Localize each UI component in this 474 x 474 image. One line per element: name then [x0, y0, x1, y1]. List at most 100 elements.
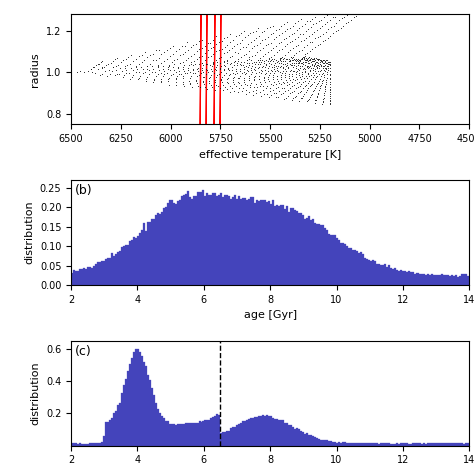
Bar [212, 193, 214, 285]
Bar [83, 444, 85, 446]
Bar [230, 428, 232, 446]
Bar [159, 413, 161, 446]
Bar [153, 395, 155, 446]
Bar [99, 443, 101, 446]
Bar [421, 274, 423, 285]
Bar [109, 258, 111, 285]
Bar [348, 248, 350, 285]
Bar [189, 197, 191, 285]
Bar [342, 442, 344, 446]
Bar [256, 417, 258, 446]
Bar [456, 275, 457, 285]
Bar [461, 274, 463, 285]
Bar [270, 416, 272, 446]
Bar [153, 219, 155, 285]
Bar [141, 356, 143, 446]
Bar [87, 267, 89, 285]
Bar [280, 205, 282, 285]
Bar [115, 411, 117, 446]
Bar [274, 206, 276, 285]
Bar [304, 434, 306, 446]
Bar [298, 429, 300, 446]
Bar [421, 444, 423, 446]
Bar [219, 195, 220, 285]
Bar [360, 443, 362, 446]
Bar [354, 443, 356, 446]
Bar [294, 210, 296, 285]
Bar [194, 197, 197, 285]
Bar [230, 199, 232, 285]
Bar [330, 441, 332, 446]
Bar [250, 197, 252, 285]
Bar [111, 418, 113, 446]
Bar [380, 444, 382, 446]
Bar [159, 214, 161, 285]
Bar [184, 423, 187, 446]
Bar [127, 245, 129, 285]
Bar [262, 200, 264, 285]
Bar [334, 442, 336, 446]
Bar [400, 270, 401, 285]
Bar [346, 246, 348, 285]
Bar [393, 444, 396, 446]
Bar [419, 443, 421, 446]
Bar [388, 265, 390, 285]
Bar [423, 444, 426, 446]
Bar [99, 262, 101, 285]
Bar [89, 443, 91, 446]
Bar [240, 423, 242, 446]
Bar [350, 443, 352, 446]
Bar [392, 444, 393, 446]
Bar [312, 436, 314, 446]
Bar [145, 366, 147, 446]
Bar [129, 365, 131, 446]
Bar [284, 422, 286, 446]
Bar [418, 444, 419, 446]
Bar [413, 273, 416, 285]
Bar [364, 258, 366, 285]
Bar [366, 259, 368, 285]
Bar [318, 439, 320, 446]
Bar [234, 195, 237, 285]
Bar [254, 417, 256, 446]
Bar [326, 440, 328, 446]
Bar [411, 272, 413, 285]
Bar [278, 420, 280, 446]
Bar [207, 193, 209, 285]
Bar [169, 200, 171, 285]
Bar [228, 196, 230, 285]
Bar [199, 421, 201, 446]
Bar [423, 274, 426, 285]
Bar [173, 424, 174, 446]
Bar [242, 198, 244, 285]
Bar [191, 199, 192, 285]
Bar [360, 252, 362, 285]
Bar [93, 266, 95, 285]
Bar [147, 374, 149, 446]
Bar [174, 425, 177, 446]
Bar [125, 379, 127, 446]
Bar [310, 436, 312, 446]
Bar [197, 192, 199, 285]
Bar [306, 433, 308, 446]
Bar [262, 415, 264, 446]
Bar [246, 200, 248, 285]
Bar [87, 444, 89, 446]
Bar [438, 443, 439, 446]
Bar [383, 443, 386, 446]
Bar [266, 415, 268, 446]
Bar [308, 435, 310, 446]
Bar [398, 444, 400, 446]
Bar [169, 424, 171, 446]
Bar [204, 420, 207, 446]
Bar [123, 385, 125, 446]
Bar [352, 250, 354, 285]
Bar [137, 236, 139, 285]
Bar [320, 439, 322, 446]
Bar [199, 192, 201, 285]
Bar [304, 219, 306, 285]
Bar [443, 275, 446, 285]
Bar [376, 444, 378, 446]
Bar [201, 192, 202, 285]
Bar [227, 195, 228, 285]
